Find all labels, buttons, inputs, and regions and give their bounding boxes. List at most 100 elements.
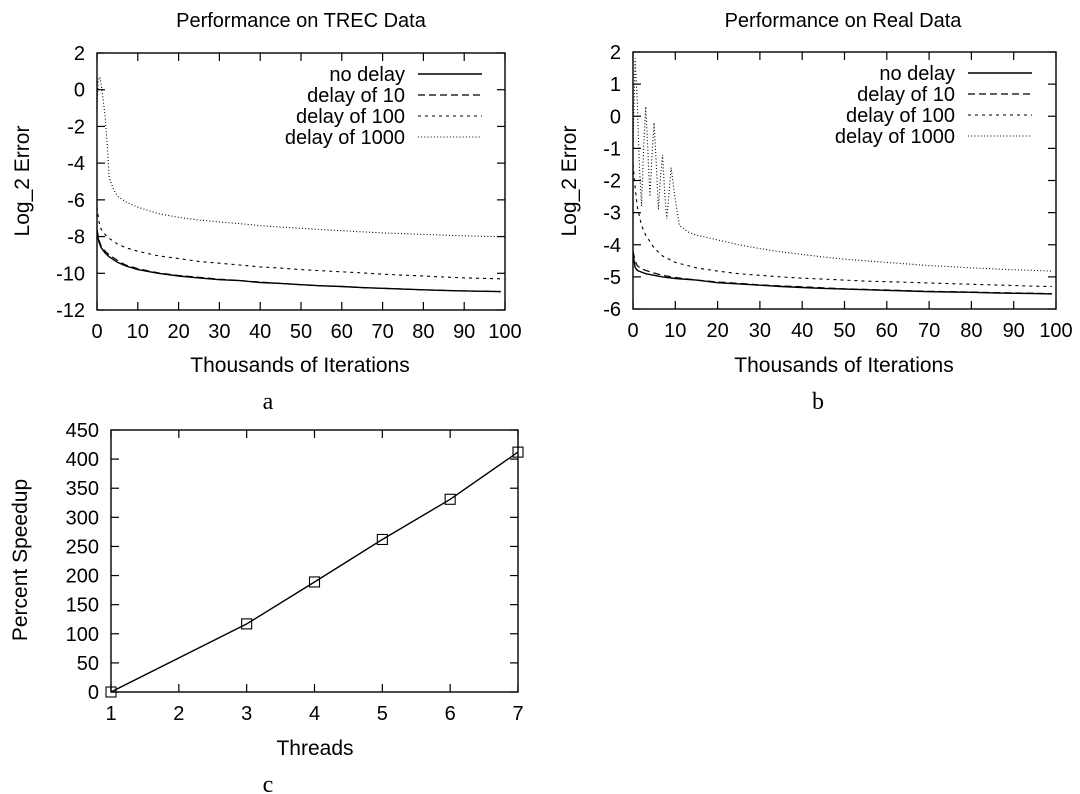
chart-c-y-tick-label: 200 [66,566,99,588]
chart-b-legend-label: delay of 100 [846,105,955,127]
chart-c: 0 50 100 150 200 250 300 350 400 450 1 2 3 4 5 6 7 Thre… [9,420,524,794]
chart-a-y-tick-label: -6 [67,190,85,212]
chart-b-y-tick-label: 0 [610,106,621,128]
chart-c-x-tick-label: 4 [309,703,320,725]
chart-a-series-line-1 [96,232,501,293]
chart-a-x-tick-label: 0 [91,321,102,343]
chart-c-x-axis-label: Threads [276,737,353,760]
chart-c-data-point [308,576,321,588]
chart-a-series [96,75,501,293]
chart-a-legend-label: no delay [329,64,405,86]
chart-a-y-tick-label: -8 [67,227,85,249]
chart-c-x-tick-label: 7 [512,703,523,725]
chart-b-legend-label: delay of 1000 [835,126,955,148]
chart-c-x-tick-label: 2 [173,703,184,725]
chart-b-series [632,58,1052,295]
chart-b-y-tick-label: -6 [603,299,621,321]
chart-b-x-axis-label: Thousands of Iterations [734,354,953,377]
chart-c-y-tick-label: 350 [66,478,99,500]
chart-a-y-tick-label: -4 [67,153,85,175]
chart-a-series-line-4 [96,75,501,238]
chart-b-legend-label: no delay [879,63,955,85]
chart-c-y-tick-label: 0 [88,682,99,704]
chart-a-plot-frame [96,52,506,311]
chart-a-y-tick-label: 0 [74,80,85,102]
chart-a-y-tick-label: 2 [74,43,85,65]
chart-c-series [105,446,524,698]
chart-b-title: Performance on Real Data [725,10,963,32]
chart-b-series-line-3 [632,164,1052,288]
chart-c-series-line-1 [110,451,519,693]
chart-c-y-tick-label: 450 [66,420,99,442]
chart-c-x-tick-label: 1 [105,703,116,725]
chart-b-x-tick-label: 70 [918,320,940,342]
chart-b-x-tick-label: 100 [1039,320,1072,342]
chart-c-y-tick-label: 400 [66,449,99,471]
chart-a-y-axis-label: Log_2 Error [11,126,34,237]
chart-a-x-tick-label: 30 [208,321,230,343]
chart-b-y-tick-label: -4 [603,235,621,257]
chart-b-series-line-2 [632,251,1052,295]
chart-a-series-line-3 [96,207,501,280]
chart-a: Performance on TREC Data -12 -10 -8 -6 -4 -2 0… [11,10,522,415]
chart-c-y-tick-label: 100 [66,624,99,646]
chart-a-x-axis-label: Thousands of Iterations [190,354,409,377]
chart-b: Performance on Real Data -6 -5 -4 -3 -2 -1 0 1 2… [558,10,1073,415]
chart-b-x-tick-label: 30 [749,320,771,342]
chart-b-y-ticks: -6 -5 -4 -3 -2 -1 0 1 2 [603,42,1056,321]
chart-b-y-tick-label: -5 [603,267,621,289]
chart-c-x-tick-label: 3 [241,703,252,725]
chart-c-y-tick-label: 300 [66,507,99,529]
chart-b-x-tick-label: 10 [664,320,686,342]
chart-c-y-ticks: 0 50 100 150 200 250 300 350 400 450 [66,420,518,704]
chart-c-x-tick-label: 5 [377,703,388,725]
chart-a-x-tick-label: 50 [290,321,312,343]
chart-c-y-axis-label: Percent Speedup [9,479,32,641]
chart-c-data-point [241,618,253,630]
chart-a-x-tick-label: 90 [453,321,475,343]
chart-b-x-tick-label: 60 [876,320,898,342]
chart-b-x-tick-label: 40 [791,320,813,342]
chart-a-y-ticks: -12 -10 -8 -6 -4 -2 0 2 [56,43,505,322]
chart-a-x-tick-label: 40 [249,321,271,343]
chart-b-x-tick-label: 50 [833,320,855,342]
chart-b-series-line-4 [632,58,1052,272]
chart-c-y-tick-label: 150 [66,595,99,617]
chart-a-x-tick-label: 20 [167,321,189,343]
chart-c-x-tick-label: 6 [445,703,456,725]
chart-c-y-tick-label: 250 [66,536,99,558]
chart-a-x-tick-label: 10 [127,321,149,343]
chart-a-y-tick-label: -2 [67,116,85,138]
chart-b-y-tick-label: 2 [610,42,621,64]
chart-a-legend-label: delay of 1000 [285,127,405,149]
chart-b-x-tick-label: 0 [627,320,638,342]
chart-b-series-line-1 [632,254,1052,295]
chart-a-x-tick-label: 70 [371,321,393,343]
chart-b-panel-label: b [812,389,824,415]
chart-b-legend-label: delay of 10 [857,84,955,106]
chart-a-panel-label: a [263,389,274,415]
chart-b-x-tick-label: 80 [960,320,982,342]
chart-c-plot-frame [110,429,519,693]
chart-b-y-axis-label: Log_2 Error [558,126,581,237]
chart-a-series-line-2 [96,229,501,293]
chart-c-data-point [444,493,456,505]
chart-b-y-tick-label: -1 [603,138,621,160]
chart-b-y-tick-label: -2 [603,171,621,193]
chart-a-legend-label: delay of 10 [307,85,405,107]
chart-a-y-tick-label: -12 [56,300,85,322]
chart-b-y-tick-label: 1 [610,74,621,96]
chart-a-legend-label: delay of 100 [296,106,405,128]
chart-c-data-point [376,533,388,546]
chart-a-x-tick-label: 60 [331,321,353,343]
chart-a-x-tick-label: 100 [488,321,521,343]
chart-a-x-tick-label: 80 [412,321,434,343]
chart-c-y-tick-label: 50 [77,653,99,675]
chart-a-title: Performance on TREC Data [176,10,427,32]
chart-a-y-tick-label: -10 [56,263,85,285]
chart-a-x-ticks: 0 10 20 30 40 50 60 70 80 90 100 [91,53,522,343]
chart-b-y-tick-label: -3 [603,203,621,225]
